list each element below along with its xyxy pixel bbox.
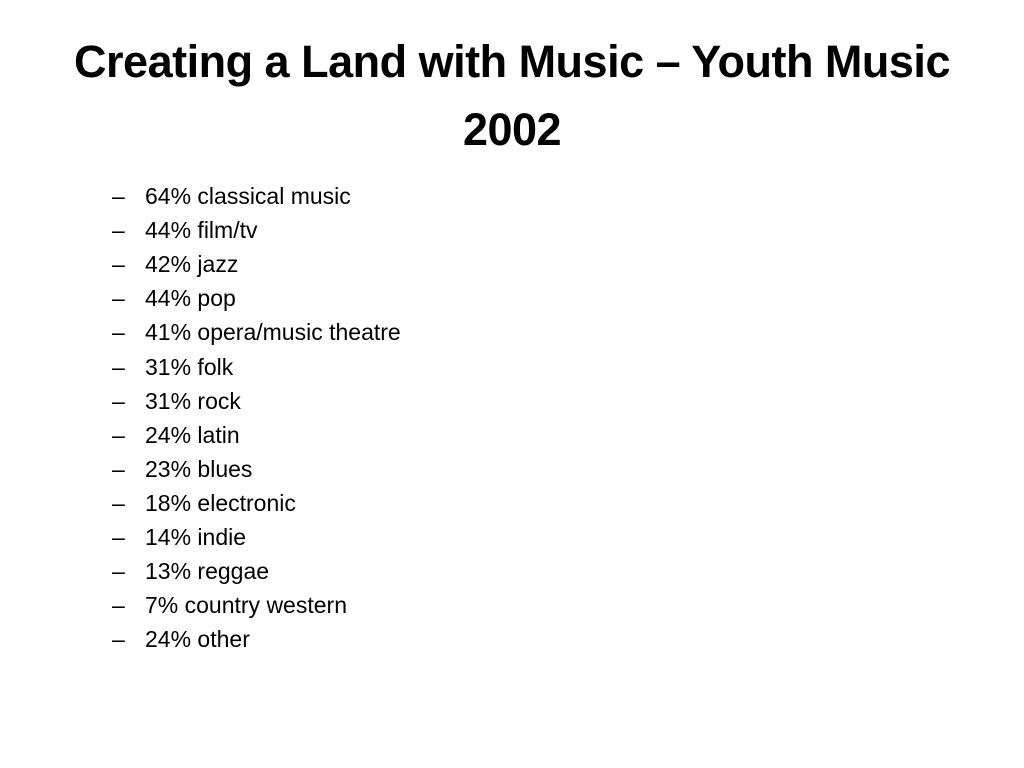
list-item: –14% indie	[112, 520, 401, 554]
bullet-list: –64% classical music –44% film/tv –42% j…	[112, 179, 401, 656]
list-item: –31% folk	[112, 349, 401, 383]
dash-bullet-icon: –	[112, 217, 125, 244]
list-item-text: 13% reggae	[145, 558, 270, 585]
list-item: –64% classical music	[112, 179, 401, 213]
list-item-text: 31% folk	[145, 353, 234, 380]
list-item: –41% opera/music theatre	[112, 315, 401, 349]
dash-bullet-icon: –	[112, 626, 125, 653]
list-item: –7% country western	[112, 588, 401, 622]
list-item-text: 24% latin	[145, 421, 240, 448]
list-item: –42% jazz	[112, 247, 401, 281]
list-item: –23% blues	[112, 452, 401, 486]
dash-bullet-icon: –	[112, 183, 125, 210]
list-item: –18% electronic	[112, 486, 401, 520]
dash-bullet-icon: –	[112, 592, 125, 619]
list-item: –13% reggae	[112, 554, 401, 588]
dash-bullet-icon: –	[112, 251, 125, 278]
dash-bullet-icon: –	[112, 489, 125, 516]
list-item: –24% other	[112, 622, 401, 656]
list-item-text: 64% classical music	[145, 183, 351, 210]
list-item: –44% film/tv	[112, 213, 401, 247]
list-item-text: 14% indie	[145, 523, 247, 550]
list-item: –24% latin	[112, 418, 401, 452]
list-item-text: 42% jazz	[145, 251, 239, 278]
list-item: –44% pop	[112, 281, 401, 315]
list-item-text: 41% opera/music theatre	[145, 319, 401, 346]
list-item-text: 31% rock	[145, 387, 241, 414]
slide-title: Creating a Land with Music – Youth Music…	[74, 36, 950, 155]
list-item-text: 44% film/tv	[145, 217, 258, 244]
list-item: –31% rock	[112, 384, 401, 418]
list-item-text: 7% country western	[145, 592, 347, 619]
dash-bullet-icon: –	[112, 353, 125, 380]
dash-bullet-icon: –	[112, 285, 125, 312]
list-item-text: 23% blues	[145, 455, 253, 482]
list-item-text: 18% electronic	[145, 489, 296, 516]
list-item-text: 44% pop	[145, 285, 236, 312]
dash-bullet-icon: –	[112, 558, 125, 585]
list-item-text: 24% other	[145, 626, 250, 653]
dash-bullet-icon: –	[112, 455, 125, 482]
dash-bullet-icon: –	[112, 421, 125, 448]
dash-bullet-icon: –	[112, 523, 125, 550]
dash-bullet-icon: –	[112, 319, 125, 346]
dash-bullet-icon: –	[112, 387, 125, 414]
